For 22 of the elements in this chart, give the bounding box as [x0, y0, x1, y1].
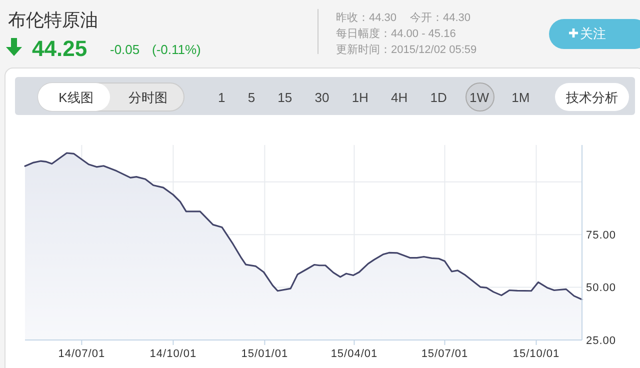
x-tick-label: 14/07/01	[58, 348, 106, 360]
text: 1 5 15 30 1H 4H 1D 1W 1M	[218, 90, 530, 105]
x-tick-label: 14/10/01	[150, 348, 197, 360]
text: K线图	[58, 90, 94, 105]
chart-title: 布伦特原油	[8, 10, 98, 30]
text: -0.05	[110, 42, 140, 57]
y-tick-label: 75.00	[586, 229, 616, 242]
text: 每日幅度：44.00 - 45.16	[336, 27, 456, 40]
y-tick-label: 50.00	[586, 282, 616, 294]
x-tick-label: 15/04/01	[330, 348, 378, 360]
x-tick-label: 15/07/01	[421, 348, 468, 360]
text: 分时图	[128, 90, 168, 105]
y-tick-label: 25.00	[586, 334, 616, 347]
text: (-0.11%)	[152, 42, 201, 57]
x-tick-label: 15/10/01	[512, 348, 560, 360]
text: 更新时间：2015/12/02 05:59	[336, 43, 477, 56]
text: 44.25	[32, 36, 88, 61]
text: 关注	[580, 26, 606, 41]
x-tick-label: 15/01/01	[241, 348, 288, 360]
text: 昨收：44.30	[336, 12, 397, 24]
text: 今开：44.30	[410, 12, 471, 24]
text: 技术分析	[565, 90, 618, 105]
